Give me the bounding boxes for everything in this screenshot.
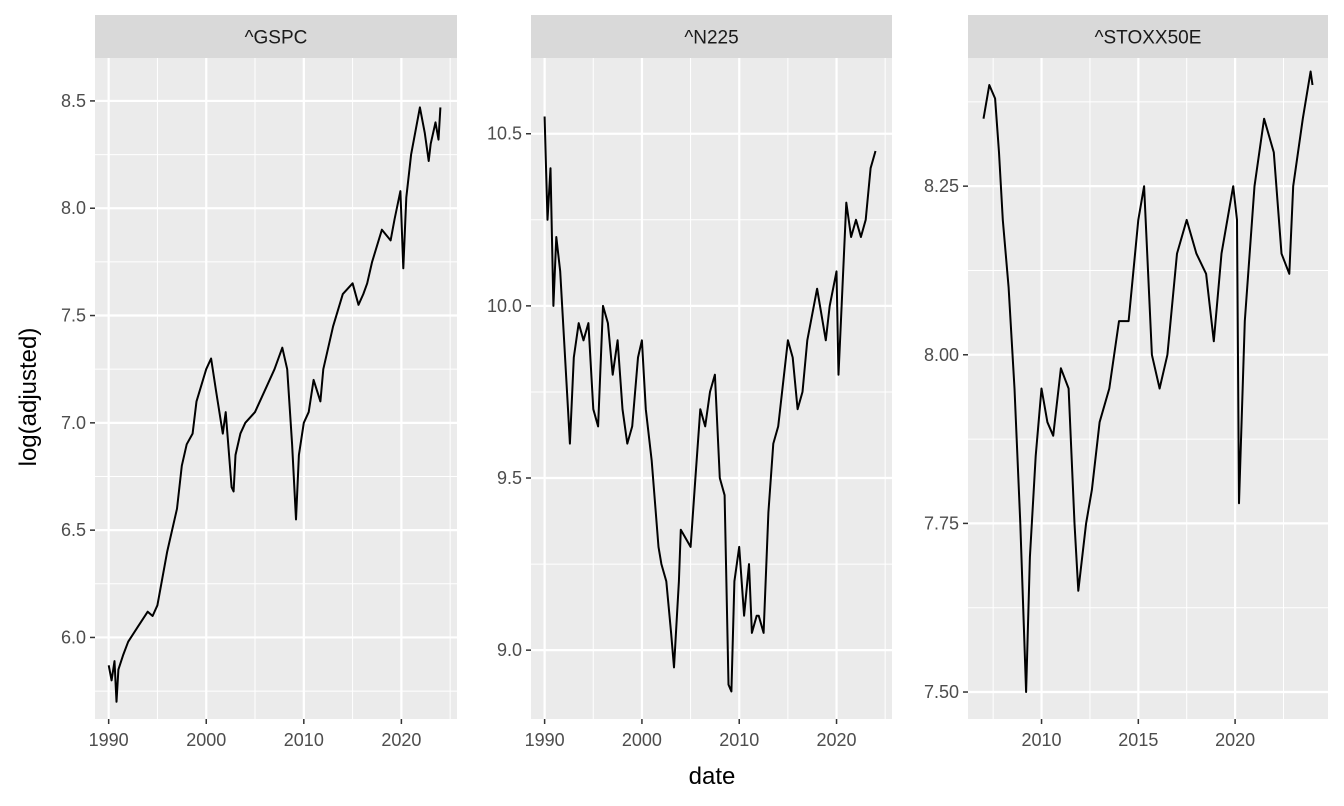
x-tick-label: 2020 <box>817 730 857 750</box>
y-tick-label: 9.0 <box>497 640 522 660</box>
y-tick-label: 7.75 <box>924 513 959 533</box>
y-tick-label: 9.5 <box>497 468 522 488</box>
y-tick-label: 10.5 <box>487 124 522 144</box>
y-tick-label: 7.0 <box>61 413 86 433</box>
facet-strip-label: ^N225 <box>684 28 738 49</box>
series-line <box>982 70 1314 693</box>
x-tick-label: 2010 <box>284 730 324 750</box>
x-tick-label: 2020 <box>1215 730 1255 750</box>
y-tick-label: 6.0 <box>61 627 86 647</box>
x-tick-label: 2010 <box>719 730 759 750</box>
y-tick-label: 8.5 <box>61 91 86 111</box>
x-axis-title: date <box>689 763 736 790</box>
x-tick-label: 2020 <box>381 730 421 750</box>
series-line <box>543 116 877 693</box>
facet-strip <box>95 15 457 58</box>
panel-1: ^GSPC 6.0 6.5 7.0 7.5 8.0 8.5 1990 2000 2010 2020 <box>61 15 457 750</box>
panel-3: ^STOXX50E 7.50 7.75 8.00 8.25 2010 2015 2020 <box>924 15 1328 750</box>
x-tick-label: 1990 <box>89 730 129 750</box>
x-tick-label: 2015 <box>1118 730 1158 750</box>
facet-strip-label: ^STOXX50E <box>1095 28 1202 49</box>
y-tick-label: 7.5 <box>61 306 86 326</box>
facet-strip <box>531 15 892 58</box>
facet-strip-label: ^GSPC <box>245 28 308 49</box>
y-tick-label: 10.0 <box>487 296 522 316</box>
y-axis-title: log(adjusted) <box>15 328 42 467</box>
facet-strip <box>968 15 1328 58</box>
x-tick-label: 2000 <box>622 730 662 750</box>
panel-background <box>95 58 457 719</box>
x-tick-label: 1990 <box>525 730 565 750</box>
panel-2: ^N225 9.0 9.5 10.0 10.5 1990 2000 2010 2020 <box>487 15 892 750</box>
series-line <box>107 106 442 703</box>
y-tick-label: 8.25 <box>924 176 959 196</box>
y-tick-label: 8.00 <box>924 345 959 365</box>
x-tick-label: 2000 <box>186 730 226 750</box>
y-tick-label: 8.0 <box>61 198 86 218</box>
y-tick-label: 7.50 <box>924 682 959 702</box>
y-tick-label: 6.5 <box>61 520 86 540</box>
x-tick-label: 2010 <box>1022 730 1062 750</box>
